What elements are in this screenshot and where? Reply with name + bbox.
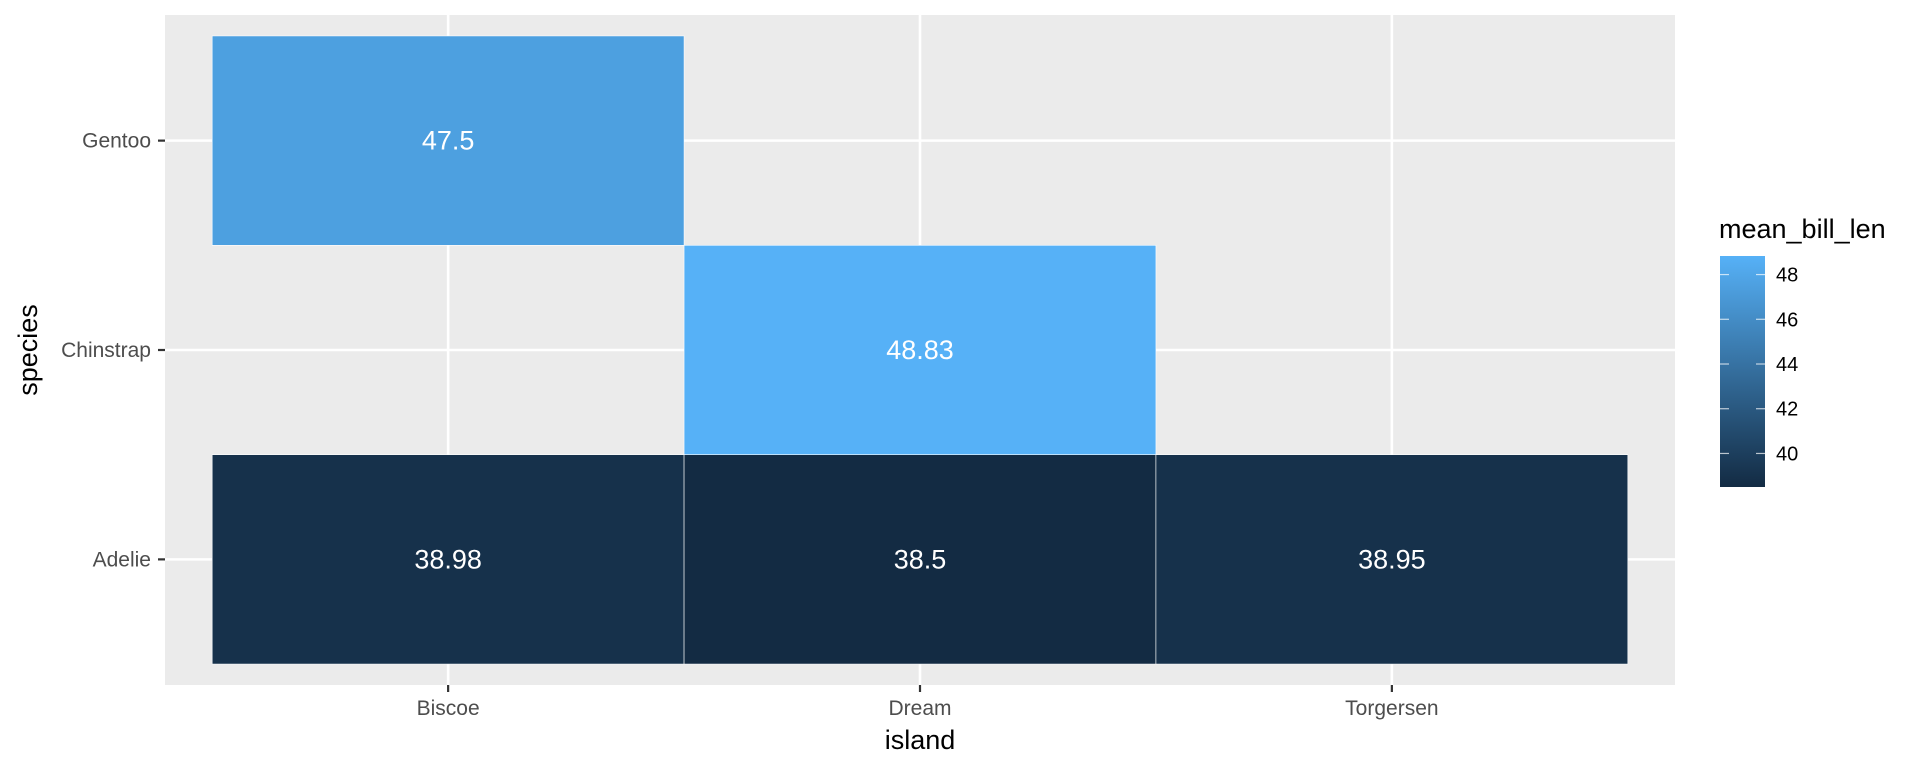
legend-tick-label: 44 <box>1776 354 1798 376</box>
y-tick-label: Gentoo <box>82 130 151 153</box>
heatmap-cells: 38.98 38.5 38.95 48.83 47.5 <box>211 35 1629 665</box>
y-axis-title: species <box>13 304 43 396</box>
x-tick-label: Biscoe <box>417 697 480 720</box>
heatmap-cell <box>1155 454 1629 665</box>
cell-value-label: 38.5 <box>894 544 947 574</box>
legend-tick-label: 40 <box>1776 443 1798 465</box>
heatmap-cell <box>683 454 1157 665</box>
y-tick-label: Adelie <box>93 548 151 571</box>
color-legend: mean_bill_len 40 42 44 46 48 <box>1719 214 1886 487</box>
y-axis: Adelie Chinstrap Gentoo <box>61 130 165 571</box>
x-axis-title: island <box>885 725 956 755</box>
y-tick-label: Chinstrap <box>61 339 151 362</box>
x-tick-label: Dream <box>888 697 951 720</box>
legend-ticks: 40 42 44 46 48 <box>1720 265 1798 465</box>
x-axis: Biscoe Dream Torgersen <box>417 685 1439 720</box>
legend-tick-label: 46 <box>1776 309 1798 331</box>
cell-value-label: 47.5 <box>422 126 475 156</box>
heatmap-cell <box>683 245 1157 455</box>
legend-colorbar <box>1720 256 1765 487</box>
legend-tick-label: 42 <box>1776 399 1798 421</box>
legend-title: mean_bill_len <box>1719 214 1886 244</box>
x-tick-label: Torgersen <box>1345 697 1438 720</box>
cell-value-label: 38.95 <box>1358 544 1426 574</box>
cell-value-label: 48.83 <box>886 335 954 365</box>
legend-tick-label: 48 <box>1776 265 1798 287</box>
heatmap-cell <box>211 35 685 246</box>
cell-value-label: 38.98 <box>414 544 482 574</box>
